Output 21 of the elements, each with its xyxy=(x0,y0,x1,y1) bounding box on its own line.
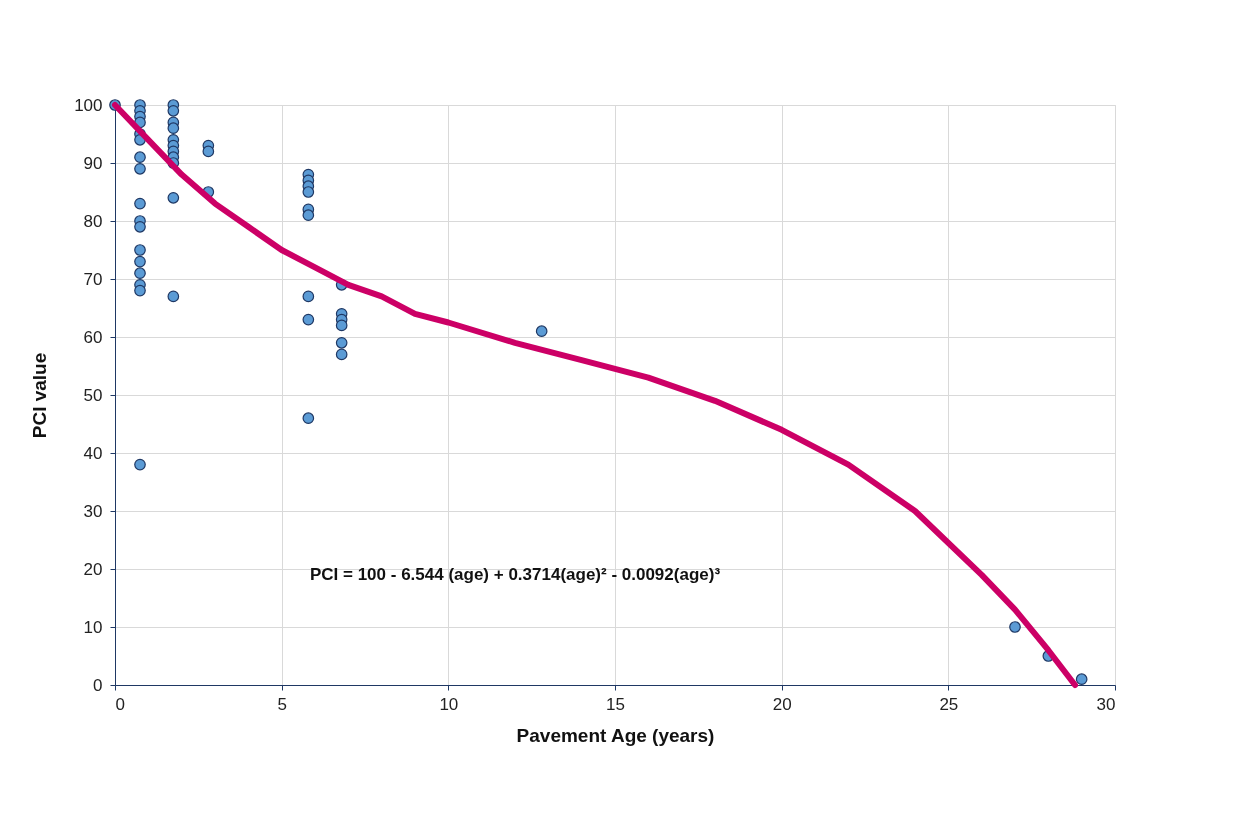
x-tick-label: 20 xyxy=(772,694,792,714)
y-tick-label: 30 xyxy=(83,501,103,521)
y-tick-label: 40 xyxy=(83,443,103,463)
y-tick-label: 100 xyxy=(74,95,103,115)
x-tick-label: 30 xyxy=(1096,694,1116,714)
x-axis-title: Pavement Age (years) xyxy=(516,724,715,746)
y-tick-label: 90 xyxy=(83,153,103,173)
y-tick-label: 20 xyxy=(83,559,103,579)
x-tick-label: 5 xyxy=(277,694,287,714)
x-tick-label: 25 xyxy=(939,694,959,714)
x-tick-label: 0 xyxy=(115,694,125,714)
y-tick-label: 0 xyxy=(93,675,103,695)
annotation: PCI = 100 - 6.544 (age) + 0.3714(age)² - 0.0092(age)³ xyxy=(309,564,721,584)
x-tick-label: 15 xyxy=(606,694,625,714)
y-tick-label: 70 xyxy=(83,269,103,289)
y-tick-label: 80 xyxy=(83,211,103,231)
y-tick-label: 60 xyxy=(83,327,103,347)
y-tick-label: 10 xyxy=(83,617,103,637)
y-axis-title: PCI value xyxy=(29,352,51,439)
x-tick-label: 10 xyxy=(439,694,459,714)
y-tick-label: 50 xyxy=(83,385,103,405)
